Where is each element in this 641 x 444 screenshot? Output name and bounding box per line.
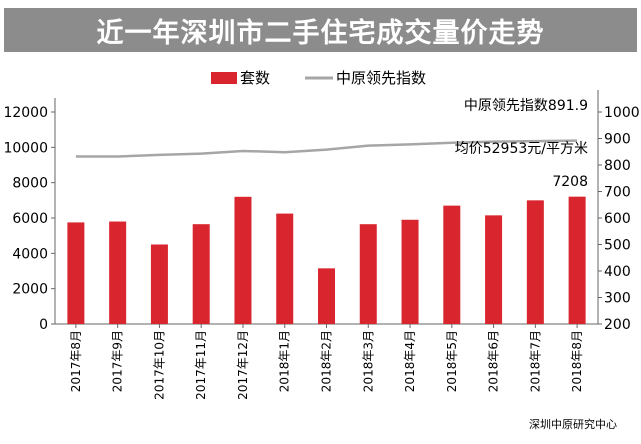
- left-axis-tick-label: 2000: [12, 282, 48, 298]
- right-axis-tick-label: 900: [604, 132, 631, 148]
- bar-2018年3月: [359, 224, 377, 324]
- x-axis-tick-label: 2018年1月: [278, 330, 292, 392]
- price-annotation: 均价52953元/平方米: [455, 141, 588, 157]
- x-axis-tick-label: 2018年2月: [320, 330, 334, 392]
- last-bar-data-label: 7208: [552, 174, 588, 190]
- bar-2017年10月: [150, 244, 168, 324]
- bar-2017年8月: [67, 222, 85, 324]
- right-axis-tick-label: 600: [604, 211, 631, 227]
- legend-bar-label: 套数: [240, 69, 270, 87]
- x-axis-tick-label: 2017年9月: [111, 330, 125, 392]
- left-axis-tick-label: 12000: [3, 105, 48, 121]
- x-axis-tick-label: 2017年8月: [69, 330, 83, 392]
- bar-2018年2月: [318, 268, 335, 324]
- bar-2017年11月: [192, 224, 210, 324]
- bar-2017年12月: [234, 196, 252, 324]
- bar-2018年5月: [443, 205, 461, 324]
- x-axis-tick-label: 2018年5月: [445, 330, 459, 392]
- left-axis-tick-label: 8000: [12, 176, 48, 192]
- bar-2018年1月: [276, 213, 294, 324]
- x-axis-tick-label: 2018年3月: [361, 330, 375, 392]
- legend-line-label: 中原领先指数: [336, 69, 426, 87]
- chart-title: 近一年深圳市二手住宅成交量价走势: [96, 17, 545, 49]
- index-annotation: 中原领先指数891.9: [464, 98, 588, 114]
- x-axis-tick-label: 2018年7月: [528, 330, 542, 392]
- right-axis-tick-label: 500: [604, 238, 631, 254]
- left-axis-tick-label: 10000: [3, 140, 48, 156]
- x-axis-tick-label: 2017年11月: [194, 330, 208, 400]
- right-axis-tick-label: 200: [604, 317, 631, 333]
- bar-2018年4月: [401, 219, 419, 324]
- right-axis-tick-label: 1000: [604, 105, 640, 121]
- bar-2018年8月: [568, 196, 586, 324]
- left-axis-tick-label: 6000: [12, 211, 48, 227]
- x-axis-tick-label: 2017年12月: [236, 330, 250, 400]
- right-axis-tick-label: 300: [604, 291, 631, 307]
- legend-bar-swatch: [211, 72, 237, 84]
- right-axis-tick-label: 700: [604, 185, 631, 201]
- x-axis-tick-label: 2018年6月: [487, 330, 501, 392]
- bar-2018年6月: [485, 215, 503, 324]
- bar-2017年9月: [109, 221, 127, 324]
- title-banner: 近一年深圳市二手住宅成交量价走势: [4, 8, 637, 52]
- left-axis-tick-label: 4000: [12, 246, 48, 262]
- bar-2018年7月: [526, 200, 544, 324]
- source-note: 深圳中原研究中心: [529, 418, 617, 431]
- left-axis-tick-label: 0: [39, 317, 48, 333]
- x-axis-tick-label: 2017年10月: [152, 330, 166, 400]
- x-axis-tick-label: 2018年8月: [570, 330, 584, 392]
- right-axis-tick-label: 800: [604, 158, 631, 174]
- right-axis-tick-label: 400: [604, 264, 631, 280]
- index-line: [75, 139, 578, 158]
- x-axis-tick-label: 2018年4月: [403, 330, 417, 392]
